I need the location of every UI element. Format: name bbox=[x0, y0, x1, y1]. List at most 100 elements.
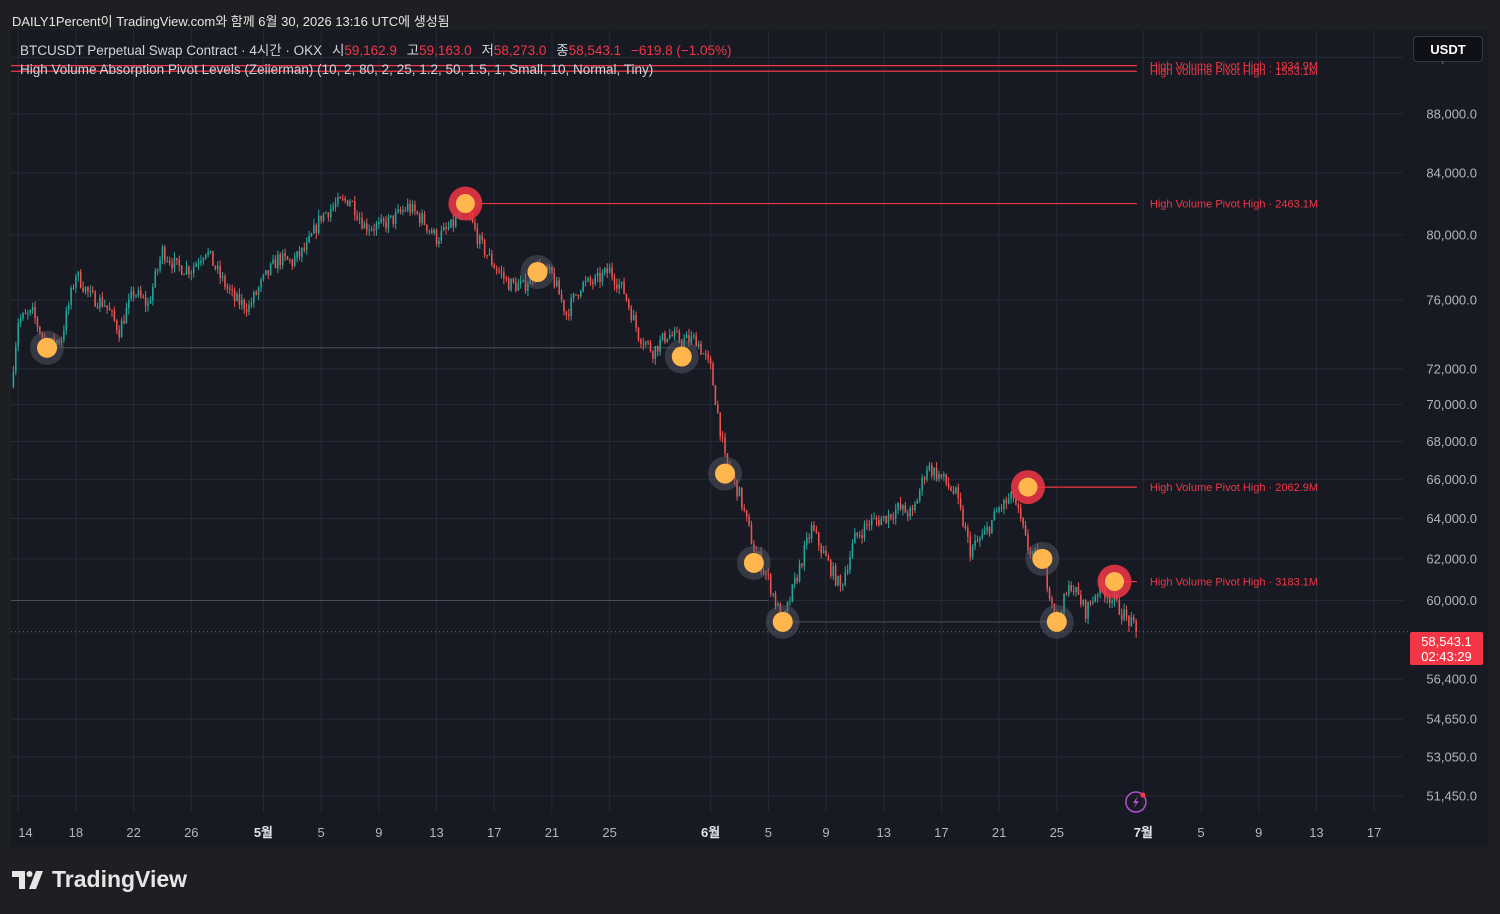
candle-body bbox=[1118, 599, 1121, 615]
chart-pane[interactable]: High Volume Pivot High · 1934.9M High Vol… bbox=[11, 30, 1488, 847]
candle-body bbox=[1084, 600, 1087, 619]
candle-body bbox=[726, 453, 729, 465]
x-tick-label: 21 bbox=[992, 825, 1006, 840]
candle-body bbox=[957, 487, 960, 499]
brand-name: TradingView bbox=[52, 866, 188, 892]
x-tick-label: 22 bbox=[126, 825, 140, 840]
y-tick-label: 70,000.0 bbox=[1426, 397, 1477, 412]
candle-body bbox=[190, 272, 193, 275]
candle-body bbox=[438, 240, 440, 244]
x-tick-label: 25 bbox=[1050, 825, 1064, 840]
candle-body bbox=[346, 200, 349, 206]
candle-body bbox=[1106, 597, 1109, 599]
candle-body bbox=[1003, 499, 1005, 509]
candle-body bbox=[445, 226, 447, 229]
pivot-low-marker bbox=[1046, 611, 1067, 632]
indicator-line[interactable]: High Volume Absorption Pivot Levels (Zei… bbox=[20, 62, 654, 77]
candle-body bbox=[89, 290, 92, 292]
candle-body bbox=[1077, 586, 1080, 595]
candle-body bbox=[616, 284, 618, 289]
candle-body bbox=[433, 229, 435, 234]
candle-body bbox=[101, 297, 104, 307]
candle-body bbox=[188, 266, 190, 275]
notification-dot-icon bbox=[1140, 792, 1146, 798]
candle-body bbox=[969, 536, 972, 558]
candle-body bbox=[212, 250, 214, 266]
pivot-low-marker bbox=[37, 337, 58, 358]
candle-body bbox=[1051, 598, 1053, 604]
x-tick-label: 6월 bbox=[701, 825, 720, 840]
candle-body bbox=[140, 290, 142, 297]
currency-button[interactable]: USDT bbox=[1413, 36, 1483, 62]
candle-body bbox=[1065, 594, 1068, 596]
candle-body bbox=[1000, 507, 1003, 509]
pivot-low-marker bbox=[772, 611, 793, 632]
change-value: −619.8 (−1.05%) bbox=[630, 43, 732, 58]
x-tick-label: 17 bbox=[934, 825, 948, 840]
candle-body bbox=[604, 268, 606, 273]
candle-body bbox=[1125, 609, 1128, 616]
candle-body bbox=[349, 201, 351, 206]
candle-body bbox=[753, 543, 755, 552]
y-tick-label: 84,000.0 bbox=[1426, 165, 1477, 180]
candle-body bbox=[67, 304, 70, 311]
candle-body bbox=[296, 251, 298, 258]
x-tick-label: 5 bbox=[318, 825, 325, 840]
symbol-line[interactable]: BTCUSDT Perpetual Swap Contract · 4시간 · … bbox=[20, 41, 732, 60]
candle-body bbox=[647, 341, 649, 343]
candle-body bbox=[692, 335, 695, 337]
candle-body bbox=[1036, 548, 1039, 552]
candle-body bbox=[168, 260, 171, 264]
tradingview-brand[interactable]: TradingView bbox=[12, 866, 187, 893]
candle-body bbox=[798, 563, 801, 582]
candle-body bbox=[1082, 600, 1085, 605]
y-tick-label: 53,050.0 bbox=[1426, 749, 1477, 764]
candle-body bbox=[241, 299, 243, 305]
candle-body bbox=[830, 560, 832, 576]
candle-body bbox=[1120, 614, 1123, 620]
candle-body bbox=[156, 269, 159, 271]
candle-body bbox=[856, 532, 859, 536]
candle-body bbox=[450, 219, 452, 228]
candle-body bbox=[1068, 585, 1070, 595]
candle-body bbox=[712, 363, 714, 386]
candle-body bbox=[714, 385, 717, 405]
y-tick-label: 76,000.0 bbox=[1426, 293, 1477, 308]
candle-body bbox=[661, 333, 664, 340]
candle-body bbox=[329, 209, 332, 218]
candle-body bbox=[387, 216, 390, 229]
candle-body bbox=[260, 279, 262, 288]
candle-body bbox=[998, 507, 1000, 512]
candle-body bbox=[406, 203, 409, 211]
candle-body bbox=[738, 487, 741, 497]
candle-body bbox=[354, 201, 356, 216]
x-tick-label: 7월 bbox=[1134, 825, 1153, 840]
last-price-badge: 58,543.1 02:43:29 bbox=[1410, 632, 1483, 665]
candle-body bbox=[286, 256, 289, 260]
candle-body bbox=[363, 223, 366, 229]
candle-body bbox=[527, 284, 529, 291]
low-label: 저 bbox=[481, 43, 494, 58]
x-tick-label: 17 bbox=[1367, 825, 1381, 840]
candle-body bbox=[897, 503, 899, 510]
candle-body bbox=[454, 216, 457, 227]
candle-body bbox=[1053, 603, 1056, 615]
candle-body bbox=[310, 233, 313, 237]
candle-body bbox=[637, 327, 640, 340]
candle-body bbox=[1111, 600, 1113, 604]
candle-body bbox=[803, 545, 806, 566]
candle-body bbox=[878, 519, 880, 526]
lightning-icon bbox=[1132, 796, 1139, 808]
candle-body bbox=[430, 230, 433, 234]
candle-body bbox=[281, 253, 284, 266]
candle-body bbox=[601, 272, 604, 282]
symbol-title[interactable]: BTCUSDT Perpetual Swap Contract · 4시간 · … bbox=[20, 43, 323, 58]
candle-body bbox=[1031, 551, 1034, 555]
candle-body bbox=[572, 294, 575, 299]
candle-body bbox=[772, 593, 774, 595]
x-tick-label: 9 bbox=[375, 825, 382, 840]
candle-body bbox=[563, 300, 565, 312]
candle-body bbox=[887, 514, 890, 523]
candle-body bbox=[666, 338, 669, 342]
